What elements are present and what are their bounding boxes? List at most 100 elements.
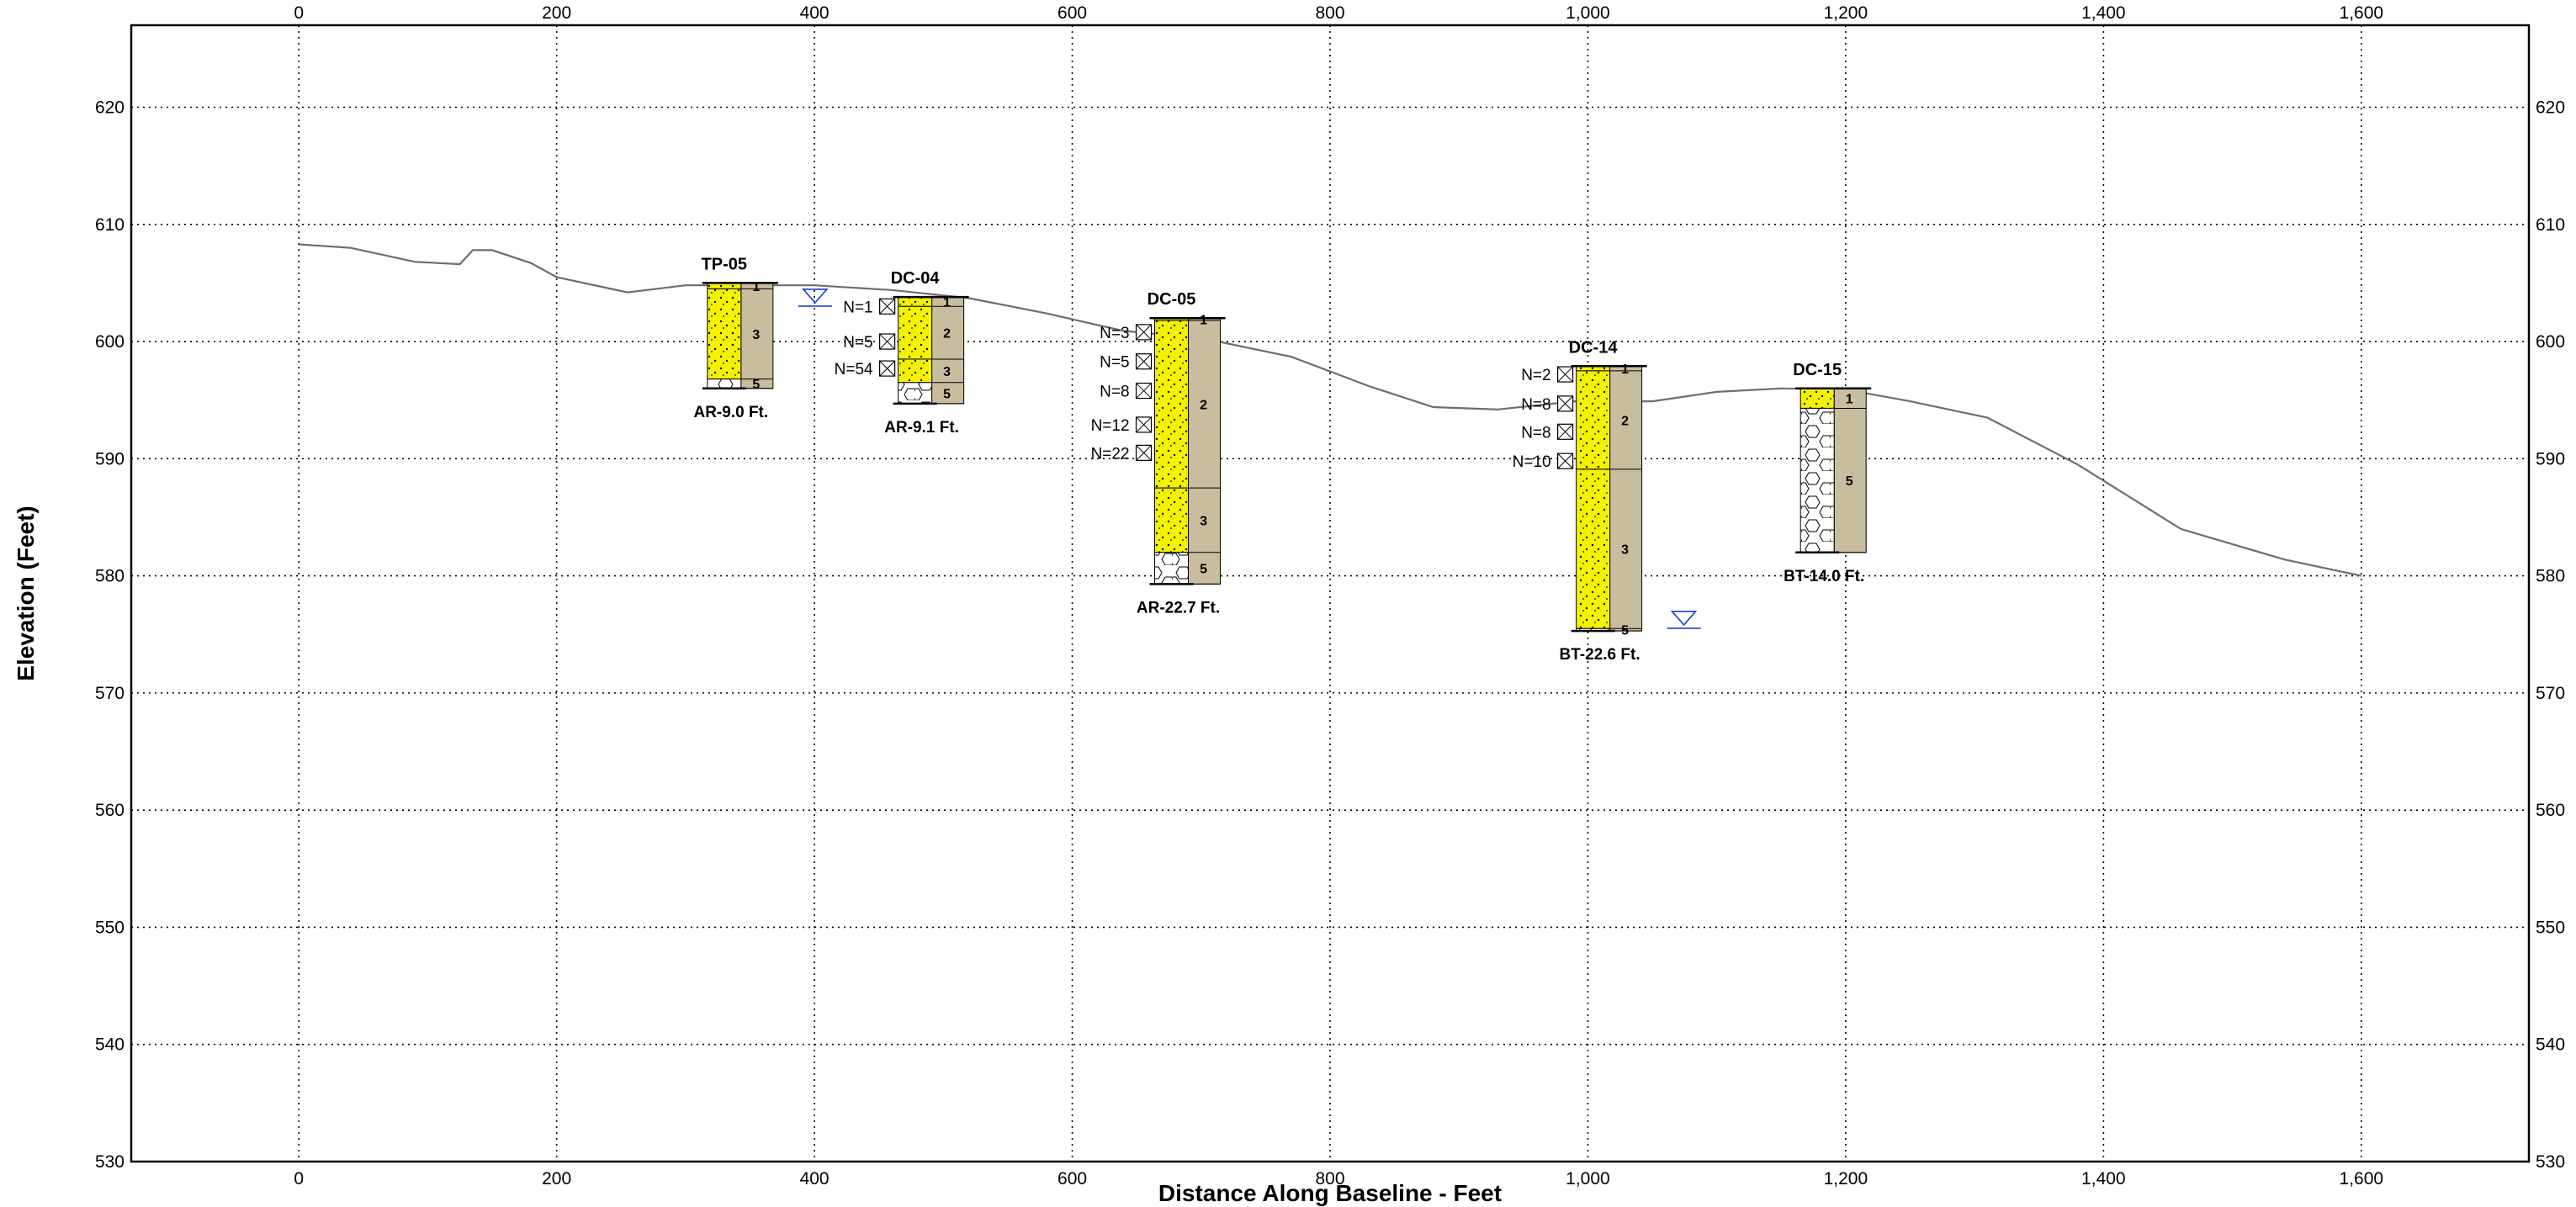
x-tick-label-bottom: 1,000 — [1566, 1169, 1610, 1188]
boring-dc-15: DC-15 1 5 BT-14.0 Ft. — [1784, 361, 1871, 585]
spt-n-value: N=8 — [1100, 384, 1129, 401]
log-layer — [898, 359, 932, 383]
spt-n-value: N=1 — [843, 299, 872, 316]
x-tick-label-top: 200 — [542, 3, 571, 23]
y-tick-label-right: 530 — [2536, 1152, 2565, 1172]
termination-label: AR-9.0 Ft. — [693, 404, 768, 421]
x-tick-label-top: 1,400 — [2081, 3, 2126, 23]
x-axis-title: Distance Along Baseline - Feet — [1158, 1180, 1502, 1206]
termination-label: BT-14.0 Ft. — [1784, 568, 1864, 585]
y-tick-label-right: 550 — [2536, 918, 2565, 937]
boring-dc-14: DC-141 2 3 5 BT-22.6 Ft. N=2 N=8 N=8 N=10 — [1513, 338, 1701, 664]
log-layer — [1800, 408, 1834, 552]
spt-n-value: N=5 — [1100, 354, 1129, 372]
x-tick-label-bottom: 1,200 — [1824, 1169, 1868, 1188]
layer-number: 1 — [1621, 363, 1629, 377]
boring-dc-04: DC-041235AR-9.1 Ft.N=1N=5N=54 — [835, 269, 969, 437]
x-tick-label-top: 1,600 — [2340, 3, 2384, 23]
x-tick-label-bottom: 0 — [294, 1169, 304, 1188]
spt-n-value: N=54 — [835, 361, 873, 379]
x-tick-label-top: 0 — [294, 3, 304, 23]
layer-number: 2 — [1200, 399, 1207, 413]
spt-n-value: N=5 — [843, 334, 872, 352]
x-tick-label-top: 600 — [1057, 3, 1087, 23]
termination-label: AR-22.7 Ft. — [1137, 599, 1220, 617]
spt-n-value: N=8 — [1521, 396, 1550, 414]
layer-number: 2 — [943, 327, 951, 341]
boring-id-label: DC-05 — [1148, 290, 1196, 309]
layer-number: 5 — [1846, 474, 1853, 489]
layer-number: 1 — [1846, 393, 1853, 407]
x-tick-label-top: 400 — [800, 3, 830, 23]
y-axis-title: Elevation (Feet) — [13, 506, 39, 680]
log-layer — [898, 306, 932, 359]
layer-number: 5 — [1621, 624, 1629, 638]
y-tick-label-left: 560 — [95, 801, 125, 820]
layer-number: 5 — [752, 378, 760, 392]
x-tick-label-bottom: 1,600 — [2340, 1169, 2384, 1188]
termination-label: AR-9.1 Ft. — [884, 419, 959, 437]
y-tick-label-left: 620 — [95, 98, 125, 117]
log-layer — [1155, 553, 1189, 585]
spt-n-value: N=22 — [1091, 445, 1130, 463]
log-layer — [898, 297, 932, 306]
y-tick-label-right: 560 — [2536, 801, 2565, 820]
spt-n-value: N=8 — [1521, 424, 1550, 442]
log-layer — [1577, 469, 1610, 628]
log-layer — [1155, 488, 1189, 553]
log-layer — [708, 379, 741, 389]
x-tick-label-bottom: 200 — [542, 1169, 571, 1188]
x-tick-label-bottom: 400 — [800, 1169, 830, 1188]
x-tick-label-bottom: 1,400 — [2081, 1169, 2126, 1188]
x-tick-label-top: 1,200 — [1824, 3, 1868, 23]
layer-number: 5 — [943, 387, 951, 401]
y-tick-label-right: 580 — [2536, 567, 2565, 586]
y-tick-label-left: 580 — [95, 567, 125, 586]
boring-dc-05: DC-05 1 2 3 5 AR-22.7 Ft. N=3 N=5 N=8 N=12 N=22 — [1091, 290, 1226, 617]
log-rock-column — [1610, 366, 1642, 631]
boring-id-label: TP-05 — [702, 255, 747, 273]
y-tick-label-left: 610 — [95, 215, 125, 235]
y-tick-label-left: 600 — [95, 332, 125, 352]
layer-number: 3 — [752, 328, 760, 342]
boring-id-label: DC-04 — [891, 269, 941, 288]
spt-n-value: N=3 — [1100, 325, 1129, 342]
log-layer — [1800, 389, 1834, 409]
boring-id-label: DC-15 — [1793, 361, 1842, 379]
layer-number: 2 — [1621, 414, 1629, 428]
layer-number: 1 — [1200, 314, 1207, 328]
spt-n-value: N=10 — [1513, 453, 1551, 471]
x-tick-label-bottom: 600 — [1057, 1169, 1087, 1188]
log-layer — [1155, 320, 1189, 488]
y-tick-label-right: 540 — [2536, 1035, 2565, 1055]
y-tick-label-right: 610 — [2536, 215, 2565, 235]
layer-number: 3 — [943, 365, 951, 379]
termination-label: BT-22.6 Ft. — [1560, 646, 1640, 664]
spt-n-value: N=2 — [1521, 367, 1550, 384]
layer-number: 5 — [1200, 563, 1207, 577]
groundwater-level-icon — [1672, 611, 1696, 625]
layer-number: 3 — [1621, 543, 1629, 558]
log-rock-column — [1189, 318, 1221, 584]
log-layer — [1577, 371, 1610, 469]
y-tick-label-right: 570 — [2536, 684, 2565, 703]
boring-id-label: DC-14 — [1569, 338, 1619, 357]
gridlines — [131, 25, 2529, 1162]
y-tick-label-left: 540 — [95, 1035, 125, 1055]
boring-tp-05: TP-05 1 3 5 AR-9.0 Ft. — [693, 255, 831, 421]
boring-logs: TP-05 1 3 5 AR-9.0 Ft. DC-04 1 2 3 5 AR-9.1 Ft. N=1… — [693, 255, 1871, 664]
y-tick-label-left: 590 — [95, 449, 125, 469]
x-tick-label-top: 800 — [1315, 3, 1344, 23]
log-rock-column — [1834, 389, 1866, 553]
spt-n-value: N=12 — [1091, 417, 1130, 435]
y-tick-label-left: 570 — [95, 684, 125, 703]
axes: 0 0 200 200 400 400 600 600 800 800 1,000 1,000 1,20… — [95, 3, 2565, 1188]
y-tick-label-right: 590 — [2536, 449, 2565, 469]
log-layer — [708, 289, 741, 379]
y-tick-label-left: 550 — [95, 918, 125, 937]
x-tick-label-top: 1,000 — [1566, 3, 1610, 23]
y-tick-label-right: 620 — [2536, 98, 2565, 117]
y-tick-label-right: 600 — [2536, 332, 2565, 352]
y-tick-label-left: 530 — [95, 1152, 125, 1172]
